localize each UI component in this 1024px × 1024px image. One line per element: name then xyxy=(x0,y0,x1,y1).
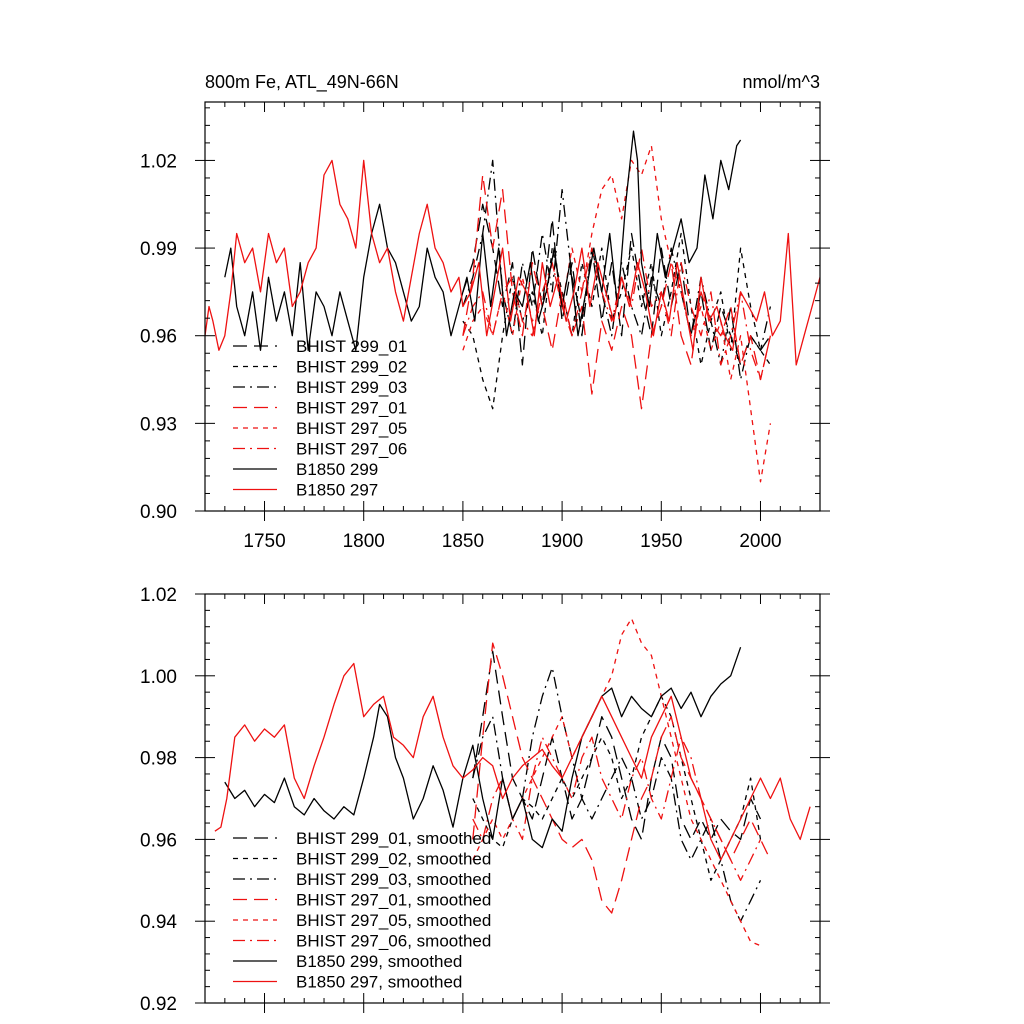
y-tick-label: 0.92 xyxy=(140,994,177,1015)
y-tick-label: 1.02 xyxy=(140,585,177,606)
series-line-1-1 xyxy=(472,695,762,881)
y-tick-label: 0.90 xyxy=(140,502,177,523)
legend-label: BHIST 297_01, smoothed xyxy=(296,891,491,910)
legend-label: BHIST 299_02, smoothed xyxy=(296,850,491,869)
legend-label: B1850 297 xyxy=(296,481,378,500)
legend-label: BHIST 299_02 xyxy=(296,358,407,377)
bottom-panel: 0.92 0.94 0.96 0.98 1.00 1.02 BHIST 299_01, s… xyxy=(140,585,830,1015)
y-tick-label: 0.93 xyxy=(140,414,177,435)
units-label: nmol/m^3 xyxy=(743,72,820,92)
series-line-1-0 xyxy=(472,650,762,841)
bottom-legend: BHIST 299_01, smoothed BHIST 299_02, smoo… xyxy=(233,829,491,992)
legend-label: BHIST 299_01 xyxy=(296,337,407,356)
series-line-1-5 xyxy=(472,736,762,881)
legend-label: BHIST 297_01 xyxy=(296,399,407,418)
bottom-plot-frame xyxy=(204,593,821,1004)
legend-label: BHIST 297_06 xyxy=(296,440,407,459)
legend-label: BHIST 299_03 xyxy=(296,378,407,397)
x-tick-label: 1800 xyxy=(343,531,385,552)
legend-label: BHIST 297_05, smoothed xyxy=(296,911,491,930)
legend-label: BHIST 299_03, smoothed xyxy=(296,870,491,889)
series-line-0-2 xyxy=(462,159,772,381)
y-tick-label: 0.98 xyxy=(140,749,177,770)
y-tick-label: 1.02 xyxy=(140,151,177,172)
series-line-1-6 xyxy=(224,646,742,849)
legend-label: B1850 299 xyxy=(296,460,378,479)
chart-title: 800m Fe, ATL_49N-66N xyxy=(205,72,399,93)
x-tick-label: 2000 xyxy=(739,531,781,552)
y-tick-label: 0.96 xyxy=(140,830,177,851)
y-tick-label: 0.99 xyxy=(140,239,177,260)
top-axis-ticks: 1750 1800 1850 1900 1950 2000 0.90 0.93 0.96 0.99… xyxy=(140,102,830,552)
top-panel: 800m Fe, ATL_49N-66N nmol/m^3 1750 1800 18… xyxy=(140,72,830,552)
top-plot-frame xyxy=(204,101,821,512)
bottom-axis-ticks: 0.92 0.94 0.96 0.98 1.00 1.02 xyxy=(140,585,830,1015)
x-tick-label: 1750 xyxy=(243,531,285,552)
series-line-1-7 xyxy=(214,662,811,861)
series-line-0-6 xyxy=(224,130,742,351)
series-line-0-7 xyxy=(205,159,820,366)
y-tick-label: 0.96 xyxy=(140,327,177,348)
x-tick-label: 1900 xyxy=(541,531,583,552)
bottom-series-group xyxy=(214,617,811,947)
legend-label: B1850 297, smoothed xyxy=(296,973,462,992)
top-series-group xyxy=(205,130,820,483)
y-tick-label: 1.00 xyxy=(140,667,177,688)
x-tick-label: 1950 xyxy=(640,531,682,552)
legend-label: BHIST 299_01, smoothed xyxy=(296,829,491,848)
legend-label: BHIST 297_05 xyxy=(296,419,407,438)
legend-label: B1850 299, smoothed xyxy=(296,952,462,971)
y-tick-label: 0.94 xyxy=(140,912,177,933)
x-tick-label: 1850 xyxy=(442,531,484,552)
series-line-1-2 xyxy=(472,666,762,922)
legend-label: BHIST 297_06, smoothed xyxy=(296,932,491,951)
